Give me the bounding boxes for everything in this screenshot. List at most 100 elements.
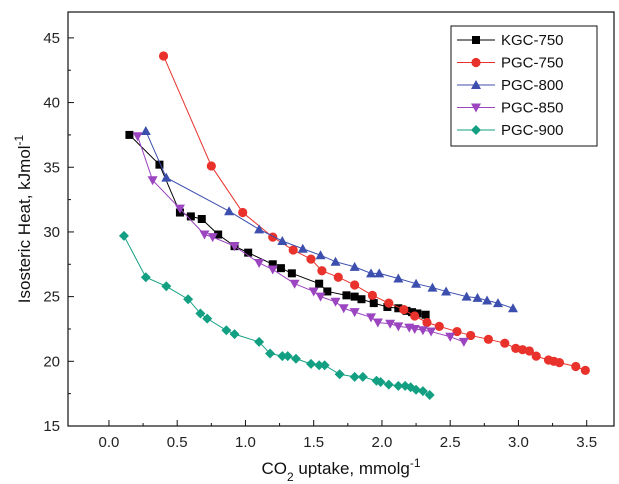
data-point-pgc-800 bbox=[492, 298, 503, 308]
y-tick-label: 30 bbox=[43, 224, 60, 241]
data-point-pgc-850 bbox=[267, 265, 278, 275]
data-point-pgc-800 bbox=[411, 278, 422, 288]
legend-item-pgc-800: PGC-800 bbox=[457, 77, 564, 94]
data-point-pgc-800 bbox=[330, 256, 341, 266]
x-tick-label: 1.0 bbox=[235, 434, 256, 451]
legend: KGC-750 PGC-750 PGC-800 PGC-850 PGC-900 bbox=[450, 25, 598, 147]
data-point-pgc-850 bbox=[315, 292, 326, 302]
data-point-pgc-800 bbox=[427, 282, 438, 292]
legend-item-pgc-900: PGC-900 bbox=[457, 122, 564, 139]
data-point-pgc-900 bbox=[417, 386, 428, 397]
data-point-pgc-900 bbox=[305, 358, 316, 369]
legend-marker bbox=[472, 36, 480, 44]
data-point-kgc-750 bbox=[186, 212, 195, 221]
data-point-pgc-900 bbox=[161, 281, 172, 292]
series-pgc-900 bbox=[118, 230, 435, 400]
legend-item-pgc-750: PGC-750 bbox=[457, 55, 564, 72]
legend-item-kgc-750: KGC-750 bbox=[457, 32, 564, 49]
data-point-pgc-900 bbox=[202, 313, 213, 324]
data-point-pgc-900 bbox=[424, 389, 435, 400]
legend-marker bbox=[471, 80, 481, 89]
data-point-pgc-900 bbox=[282, 351, 293, 362]
y-tick-label: 15 bbox=[43, 418, 60, 435]
data-point-pgc-900 bbox=[277, 351, 288, 362]
data-point-pgc-850 bbox=[132, 132, 143, 142]
legend-label: PGC-900 bbox=[501, 122, 564, 139]
data-point-pgc-900 bbox=[349, 371, 360, 382]
data-point-pgc-900 bbox=[265, 348, 276, 359]
data-point-pgc-850 bbox=[417, 326, 428, 336]
data-point-pgc-750 bbox=[268, 232, 278, 242]
data-point-pgc-900 bbox=[334, 369, 345, 380]
data-point-pgc-850 bbox=[254, 258, 265, 268]
series-line-kgc-750 bbox=[129, 134, 426, 316]
data-point-pgc-750 bbox=[580, 365, 590, 375]
data-point-pgc-750 bbox=[571, 361, 581, 372]
data-point-pgc-750 bbox=[384, 298, 394, 308]
data-point-pgc-800 bbox=[254, 224, 265, 234]
data-point-pgc-750 bbox=[500, 338, 510, 348]
data-series bbox=[118, 51, 590, 400]
data-point-pgc-900 bbox=[140, 272, 151, 283]
data-point-pgc-900 bbox=[290, 353, 301, 364]
legend-label: PGC-800 bbox=[501, 77, 564, 94]
legend-label: KGC-750 bbox=[501, 32, 564, 49]
data-point-kgc-750 bbox=[276, 264, 285, 273]
data-point-pgc-750 bbox=[288, 245, 298, 255]
data-point-pgc-850 bbox=[338, 304, 349, 314]
data-point-pgc-900 bbox=[254, 336, 265, 347]
data-point-pgc-900 bbox=[357, 371, 368, 382]
data-point-pgc-900 bbox=[383, 379, 394, 390]
data-point-pgc-800 bbox=[482, 295, 493, 305]
data-point-pgc-750 bbox=[317, 266, 327, 276]
legend-item-pgc-850: PGC-850 bbox=[457, 100, 564, 117]
data-point-pgc-850 bbox=[426, 327, 437, 337]
data-point-pgc-800 bbox=[374, 268, 385, 278]
data-point-pgc-800 bbox=[472, 292, 483, 302]
y-tick-label: 25 bbox=[43, 289, 60, 306]
data-point-pgc-850 bbox=[147, 176, 158, 186]
data-point-pgc-900 bbox=[195, 308, 206, 319]
x-tick-label: 2.5 bbox=[440, 434, 461, 451]
data-point-pgc-850 bbox=[372, 318, 383, 328]
data-point-pgc-800 bbox=[297, 243, 308, 253]
y-tick-label: 40 bbox=[43, 95, 60, 112]
series-pgc-800 bbox=[140, 126, 518, 313]
data-point-pgc-750 bbox=[410, 311, 420, 321]
x-tick-label: 3.0 bbox=[508, 434, 529, 451]
data-point-pgc-750 bbox=[524, 346, 534, 356]
data-point-pgc-800 bbox=[441, 286, 452, 296]
data-point-pgc-800 bbox=[140, 126, 151, 136]
y-tick-label: 20 bbox=[43, 353, 60, 370]
data-point-kgc-750 bbox=[214, 230, 223, 239]
data-point-pgc-800 bbox=[224, 206, 235, 216]
data-point-kgc-750 bbox=[197, 215, 206, 223]
data-point-kgc-750 bbox=[287, 269, 296, 278]
y-tick-label: 35 bbox=[43, 159, 60, 176]
series-kgc-750 bbox=[125, 130, 430, 319]
x-axis-title-sup: -1 bbox=[410, 456, 421, 470]
data-point-kgc-750 bbox=[342, 291, 351, 300]
data-point-pgc-750 bbox=[434, 321, 444, 331]
data-point-pgc-850 bbox=[174, 204, 185, 214]
x-tick-label: 1.5 bbox=[303, 434, 324, 451]
data-point-pgc-800 bbox=[315, 250, 326, 260]
data-point-kgc-750 bbox=[268, 260, 277, 269]
data-point-pgc-750 bbox=[452, 326, 462, 337]
data-point-pgc-750 bbox=[206, 161, 216, 171]
data-point-pgc-800 bbox=[366, 268, 377, 278]
data-point-kgc-750 bbox=[394, 304, 403, 313]
data-point-pgc-800 bbox=[161, 172, 172, 182]
data-point-kgc-750 bbox=[244, 248, 253, 257]
y-axis-title: Isosteric Heat, kJmol-1 bbox=[12, 134, 34, 303]
data-point-pgc-800 bbox=[277, 235, 288, 245]
data-point-pgc-900 bbox=[393, 380, 404, 391]
data-point-pgc-850 bbox=[207, 233, 218, 243]
data-point-kgc-750 bbox=[323, 287, 332, 296]
data-point-kgc-750 bbox=[315, 279, 324, 288]
data-point-pgc-900 bbox=[118, 230, 129, 241]
data-point-pgc-850 bbox=[308, 287, 319, 297]
data-point-kgc-750 bbox=[155, 160, 164, 169]
data-point-pgc-850 bbox=[289, 279, 300, 289]
data-point-kgc-750 bbox=[350, 292, 359, 301]
